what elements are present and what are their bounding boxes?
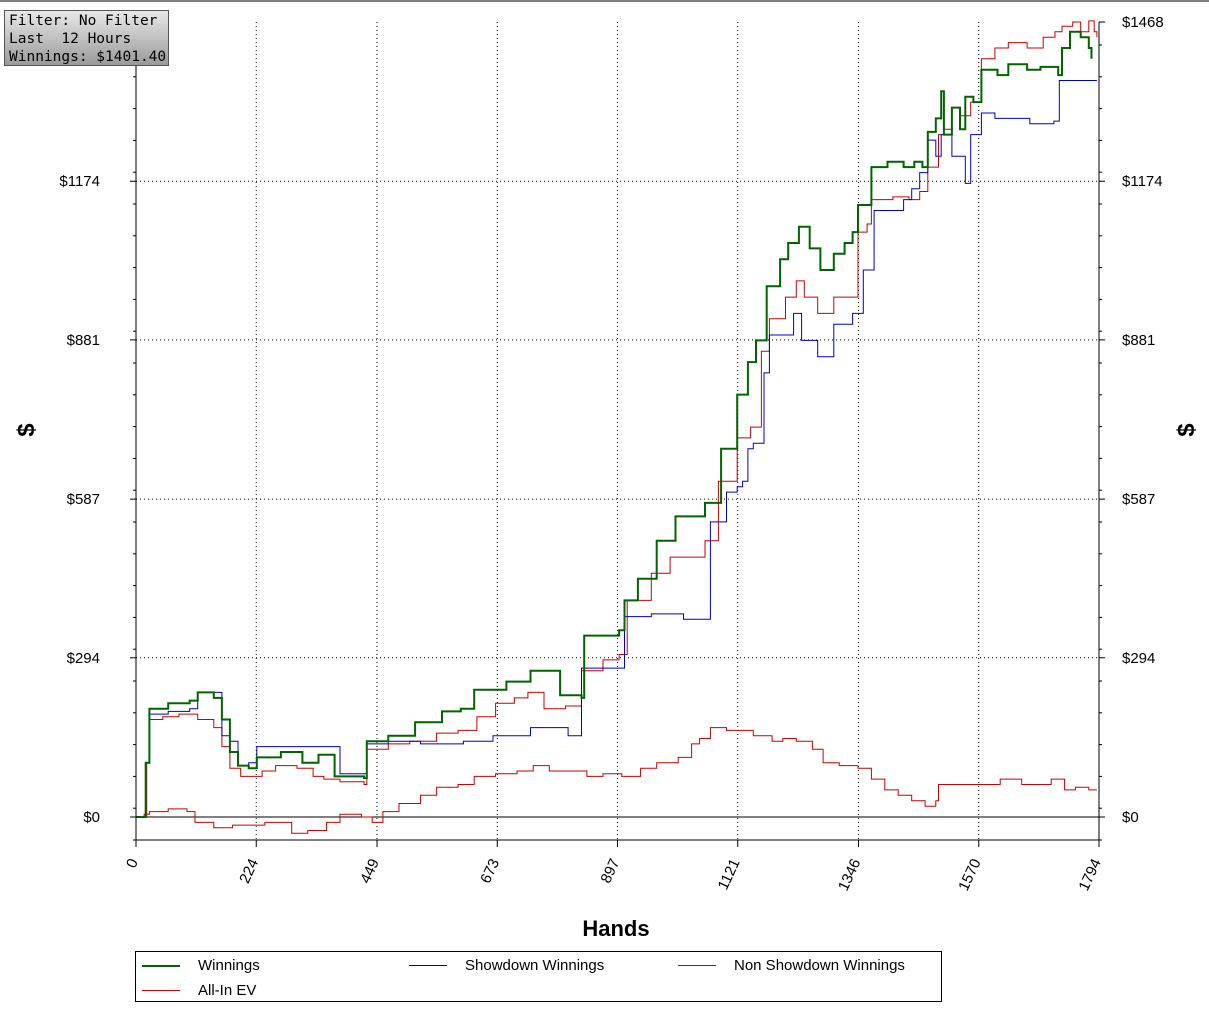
- series-line-non-showdown: [136, 727, 1097, 834]
- legend-label-winnings: Winnings: [198, 957, 260, 974]
- x-tick-label: 1570: [955, 856, 985, 893]
- y-axis-title-right: $: [1173, 423, 1200, 437]
- y-tick-label-left: $881: [67, 332, 100, 349]
- series-line-allin-ev: [136, 20, 1098, 818]
- y-tick-label-left: $587: [67, 491, 100, 508]
- y-tick-label-right: $0: [1122, 809, 1139, 826]
- series-line-showdown: [136, 80, 1097, 818]
- x-tick-label: 897: [597, 856, 623, 886]
- tick-labels: 0 224 449 673 897 1121 1346 1570 1794 $0 $0 $294 $29…: [58, 14, 1163, 894]
- y-tick-label-left: $294: [67, 650, 100, 667]
- y-tick-label-left: $1174: [59, 173, 100, 190]
- series-line-winnings: [136, 30, 1093, 818]
- x-tick-label: 1794: [1075, 856, 1105, 893]
- y-axis-title-left: $: [13, 423, 40, 437]
- winnings-total-text: Winnings: $1401.40: [9, 49, 167, 65]
- x-tick-label: 0: [123, 856, 142, 871]
- y-tick-label-right: $587: [1122, 491, 1155, 508]
- chart-legend: Winnings Showdown Winnings Non Showdown …: [135, 951, 942, 1002]
- legend-swatch-showdown: [409, 965, 447, 966]
- legend-label-non-showdown: Non Showdown Winnings: [734, 957, 905, 974]
- legend-swatch-winnings: [142, 965, 180, 967]
- x-tick-label: 1346: [835, 856, 865, 893]
- legend-swatch-allin-ev: [142, 990, 180, 991]
- filter-info-box: Filter: No Filter Last 12 Hours Winnings…: [4, 10, 169, 66]
- x-axis-title: Hands: [582, 916, 649, 941]
- x-tick-label: 673: [477, 856, 503, 886]
- axes: [0, 0, 1209, 847]
- y-tick-label-right: $881: [1122, 332, 1155, 349]
- legend-label-allin-ev: All-In EV: [198, 982, 257, 999]
- y-tick-label-right: $1174: [1122, 173, 1163, 190]
- y-tick-label-right: $294: [1122, 650, 1155, 667]
- filter-text: Filter: No Filter: [9, 13, 158, 29]
- x-tick-label: 1121: [715, 856, 744, 892]
- legend-swatch-non-showdown: [678, 965, 716, 966]
- period-text: Last 12 Hours: [9, 31, 132, 47]
- y-tick-label-right: $1468: [1122, 14, 1164, 31]
- x-tick-label: 224: [236, 856, 262, 886]
- y-tick-label-left: $0: [83, 809, 100, 826]
- x-tick-label: 449: [357, 856, 383, 886]
- legend-label-showdown: Showdown Winnings: [465, 957, 605, 974]
- grid-lines: [136, 22, 1099, 840]
- series-lines: [136, 20, 1098, 834]
